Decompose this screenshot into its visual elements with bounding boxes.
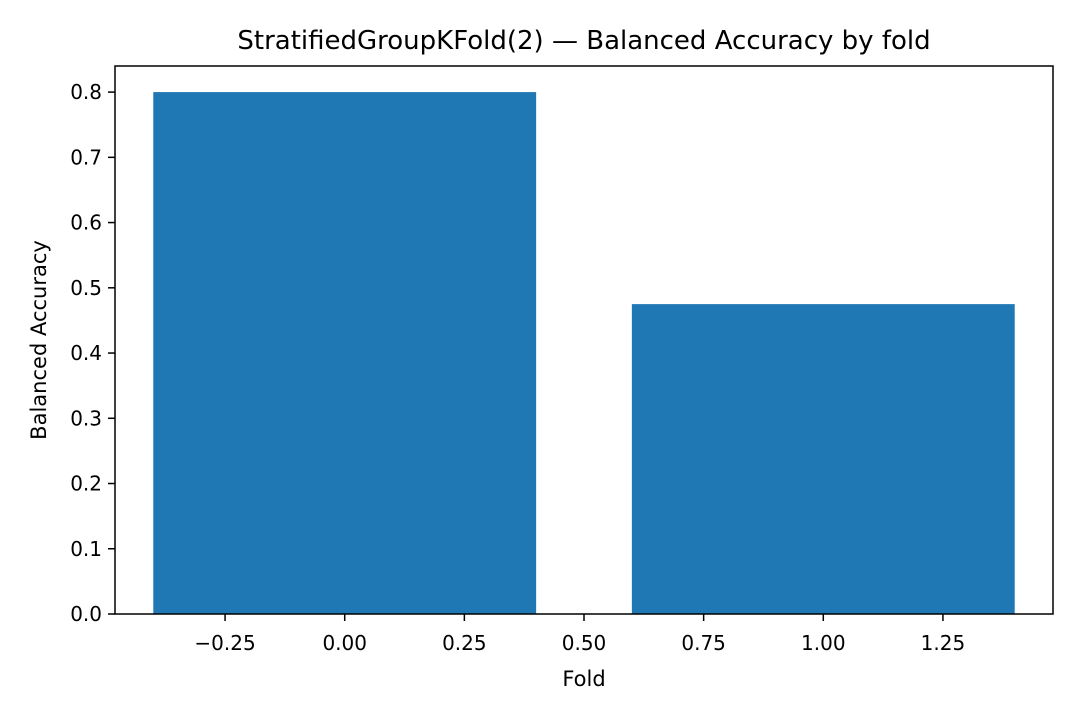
x-tick-label: 0.00: [322, 631, 367, 655]
chart-title: StratifiedGroupKFold(2) — Balanced Accur…: [237, 26, 930, 56]
y-tick-label: 0.3: [70, 406, 102, 430]
y-tick-label: 0.1: [70, 537, 102, 561]
x-tick-label: −0.25: [194, 631, 255, 655]
y-tick-label: 0.2: [70, 472, 102, 496]
x-tick-label: 0.25: [442, 631, 487, 655]
y-axis-ticks: 0.0 0.1 0.2 0.3 0.4 0.5 0.6 0.7 0.8: [70, 80, 115, 626]
bar-fold-0: [153, 92, 537, 615]
y-axis-label: Balanced Accuracy: [27, 240, 51, 440]
y-tick-label: 0.8: [70, 80, 102, 104]
y-tick-label: 0.5: [70, 276, 102, 300]
bars-layer: [153, 92, 1015, 615]
x-tick-label: 1.00: [801, 631, 846, 655]
y-tick-label: 0.4: [70, 341, 102, 365]
x-tick-label: 0.50: [562, 631, 607, 655]
y-tick-label: 0.7: [70, 145, 102, 169]
x-axis-label: Fold: [562, 667, 605, 691]
x-tick-label: 0.75: [681, 631, 726, 655]
x-tick-label: 1.25: [921, 631, 966, 655]
y-tick-label: 0.6: [70, 211, 102, 235]
x-axis-ticks: −0.25 0.00 0.25 0.50 0.75 1.00 1.25: [194, 614, 965, 655]
y-tick-label: 0.0: [70, 602, 102, 626]
bar-fold-1: [631, 304, 1015, 614]
